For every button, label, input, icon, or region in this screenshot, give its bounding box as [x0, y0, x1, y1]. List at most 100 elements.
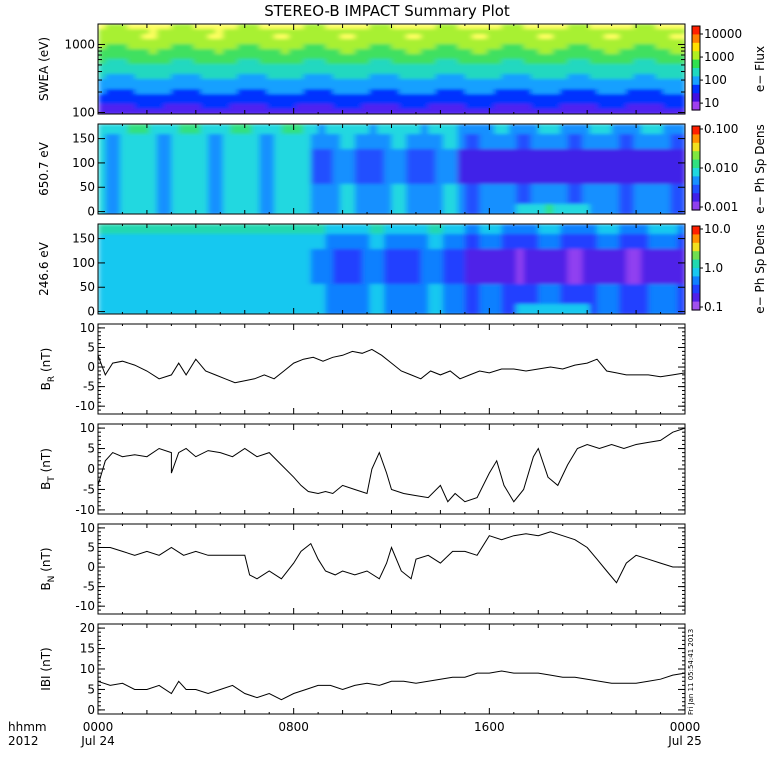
spectrogram-cell	[384, 284, 393, 291]
spectrogram-cell	[582, 144, 591, 151]
spectrogram-cell	[442, 179, 452, 186]
spectrogram-cell	[215, 144, 224, 151]
spectrogram-cell	[200, 234, 210, 241]
spectrogram-cell	[237, 309, 246, 314]
spectrogram-cell	[347, 159, 357, 166]
spectrogram-cell	[552, 79, 562, 86]
spectrogram-cell	[362, 24, 371, 31]
colorbar-swatch	[692, 84, 700, 88]
spectrogram-cell	[648, 274, 657, 281]
spectrogram-cell	[259, 209, 268, 214]
spectrogram-cell	[633, 174, 643, 181]
spectrogram-cell	[670, 149, 679, 156]
spectrogram-cell	[501, 39, 511, 46]
spectrogram-cell	[215, 239, 224, 246]
spectrogram-cell	[582, 179, 591, 186]
spectrogram-cell	[655, 274, 665, 281]
spectrogram-cell	[523, 124, 533, 131]
spectrogram-cell	[648, 24, 657, 31]
spectrogram-cell	[523, 199, 533, 206]
spectrogram-cell	[354, 139, 364, 146]
spectrogram-cell	[677, 99, 685, 106]
spectrogram-cell	[347, 79, 357, 86]
spectrogram-cell	[494, 99, 503, 106]
spectrogram-cell	[171, 289, 180, 296]
spectrogram-cell	[200, 69, 210, 76]
spectrogram-cell	[428, 154, 437, 161]
spectrogram-cell	[640, 244, 650, 251]
spectrogram-cell	[472, 134, 481, 141]
spectrogram-cell	[178, 164, 188, 171]
spectrogram-cell	[582, 69, 591, 76]
spectrogram-cell	[655, 254, 665, 261]
spectrogram-cell	[369, 309, 379, 314]
spectrogram-cell	[479, 184, 489, 191]
spectrogram-cell	[640, 284, 650, 291]
spectrogram-cell	[376, 174, 386, 181]
spectrogram-cell	[171, 274, 180, 281]
spectrogram-cell	[626, 144, 635, 151]
spectrogram-cell	[648, 109, 657, 114]
spectrogram-cell	[230, 164, 239, 171]
spectrogram-cell	[252, 249, 261, 256]
spectrogram-cell	[230, 44, 239, 51]
spectrogram-cell	[538, 254, 547, 261]
spectrogram-cell	[670, 294, 679, 301]
spectrogram-cell	[501, 224, 511, 231]
spectrogram-cell	[604, 294, 613, 301]
spectrogram-cell	[222, 179, 232, 186]
spectrogram-cell	[582, 194, 591, 201]
spectrogram-cell	[567, 94, 577, 101]
spectrogram-cell	[252, 189, 261, 196]
spectrogram-cell	[538, 84, 547, 91]
spectrogram-cell	[655, 279, 665, 286]
spectrogram-cell	[450, 164, 459, 171]
spectrogram-cell	[494, 64, 503, 71]
spectrogram-cell	[178, 44, 188, 51]
spectrogram-cell	[347, 204, 357, 211]
spectrogram-cell	[413, 279, 423, 286]
spectrogram-cell	[230, 139, 239, 146]
spectrogram-cell	[472, 284, 481, 291]
spectrogram-cell	[120, 89, 129, 96]
spectrogram-cell	[193, 134, 202, 141]
spectrogram-cell	[332, 174, 342, 181]
spectrogram-cell	[589, 254, 599, 261]
spectrogram-cell	[633, 279, 643, 286]
spectrogram-cell	[508, 229, 518, 236]
colorbar-swatch	[692, 193, 700, 196]
spectrogram-cell	[120, 159, 129, 166]
spectrogram-cell	[530, 249, 540, 256]
spectrogram-cell	[655, 169, 665, 176]
spectrogram-cell	[472, 59, 481, 66]
spectrogram-cell	[318, 294, 327, 301]
spectrogram-cell	[508, 224, 518, 231]
spectrogram-cell	[640, 179, 650, 186]
spectrogram-cell	[406, 299, 415, 306]
spectrogram-cell	[626, 49, 635, 56]
spectrogram-cell	[538, 274, 547, 281]
spectrogram-cell	[662, 59, 672, 66]
colorbar-swatch	[692, 186, 700, 190]
spectrogram-cell	[450, 224, 459, 231]
spectrogram-cell	[354, 54, 364, 61]
spectrogram-cell	[486, 184, 496, 191]
colorbar-swatch	[692, 232, 700, 235]
spectrogram-cell	[582, 284, 591, 291]
spectrogram-cell	[310, 194, 320, 201]
spectrogram-cell	[552, 239, 562, 246]
spectrogram-cell	[435, 294, 445, 301]
spectrogram-cell	[208, 184, 217, 191]
spectrogram-cell	[633, 69, 643, 76]
spectrogram-cell	[450, 174, 459, 181]
spectrogram-cell	[420, 244, 430, 251]
spectrogram-cell	[296, 84, 305, 91]
spectrogram-cell	[318, 99, 327, 106]
spectrogram-cell	[274, 264, 283, 271]
spectrogram-cell	[428, 179, 437, 186]
spectrogram-cell	[420, 279, 430, 286]
spectrogram-cell	[222, 49, 232, 56]
spectrogram-cell	[208, 54, 217, 61]
spectrogram-cell	[611, 179, 621, 186]
spectrogram-cell	[340, 169, 349, 176]
